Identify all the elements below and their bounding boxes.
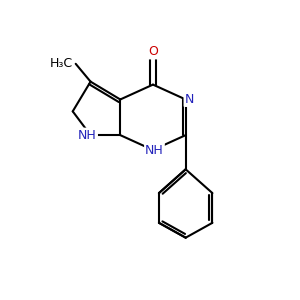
Text: H₃C: H₃C: [50, 57, 73, 70]
Text: NH: NH: [145, 143, 164, 157]
Text: N: N: [184, 93, 194, 106]
Text: NH: NH: [78, 129, 97, 142]
Text: O: O: [148, 45, 158, 58]
